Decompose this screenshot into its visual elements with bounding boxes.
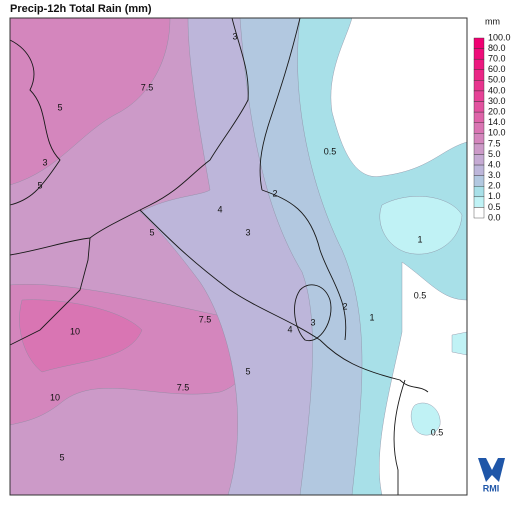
legend-swatch bbox=[473, 154, 485, 166]
contour-label: 2 bbox=[272, 188, 277, 198]
legend-swatch bbox=[473, 101, 485, 113]
legend-label: 100.0 bbox=[488, 32, 511, 42]
contour-label: 7.5 bbox=[177, 382, 190, 392]
legend-label: 1.0 bbox=[488, 191, 501, 201]
precip-region bbox=[410, 402, 441, 436]
legend-swatch bbox=[473, 207, 485, 219]
coastline bbox=[393, 379, 406, 495]
precip-region bbox=[451, 331, 468, 356]
map: 3 7.5 5 3 5 0.5 2 4 3 5 1 0.5 2 3 4 1 7.5 10 7.5 5 10 0.5 5 bbox=[9, 17, 468, 496]
legend-swatch bbox=[473, 122, 485, 134]
legend-swatch bbox=[473, 80, 485, 92]
legend-swatch bbox=[473, 133, 485, 145]
legend-label: 0.5 bbox=[488, 202, 501, 212]
legend-swatch bbox=[473, 58, 485, 70]
legend-swatch bbox=[473, 48, 485, 60]
legend-label: 40.0 bbox=[488, 85, 506, 95]
legend-label: 4.0 bbox=[488, 159, 501, 169]
legend-label: 10.0 bbox=[488, 128, 506, 138]
contour-label: 5 bbox=[245, 366, 250, 376]
legend-label: 20.0 bbox=[488, 106, 506, 116]
contour-label: 5 bbox=[149, 227, 154, 237]
legend-label: 50.0 bbox=[488, 75, 506, 85]
coastline bbox=[9, 39, 61, 206]
legend-label: 0.0 bbox=[488, 212, 501, 222]
precip-region bbox=[330, 17, 468, 177]
contour-label: 10 bbox=[50, 392, 60, 402]
contour-label: 1 bbox=[417, 234, 422, 244]
contour-label: 5 bbox=[59, 452, 64, 462]
legend-swatch bbox=[473, 143, 485, 155]
legend-swatch bbox=[473, 175, 485, 187]
legend-label: 3.0 bbox=[488, 170, 501, 180]
legend-swatch bbox=[473, 196, 485, 208]
contour-label: 3 bbox=[245, 227, 250, 237]
contour-label: 7.5 bbox=[141, 82, 154, 92]
contour-label: 2 bbox=[342, 301, 347, 311]
legend-swatch bbox=[473, 69, 485, 81]
title: Precip-12h Total Rain (mm) bbox=[10, 3, 152, 15]
legend-label: 5.0 bbox=[488, 149, 501, 159]
map-frame bbox=[9, 17, 468, 496]
logo-mark bbox=[478, 458, 505, 482]
precip-region bbox=[19, 299, 143, 373]
contour-label: 4 bbox=[287, 324, 292, 334]
coastline bbox=[9, 17, 249, 256]
contour-label: 0.5 bbox=[324, 146, 337, 156]
legend-swatch bbox=[473, 164, 485, 176]
legend-label: 70.0 bbox=[488, 54, 506, 64]
legend-label: 14.0 bbox=[488, 117, 506, 127]
precip-region bbox=[379, 196, 463, 255]
legend-swatch bbox=[473, 186, 485, 198]
legend-unit: mm bbox=[485, 16, 500, 26]
legend-swatch bbox=[473, 37, 485, 49]
contour-label: 0.5 bbox=[414, 290, 427, 300]
legend-label: 7.5 bbox=[488, 138, 501, 148]
contour-label: 0.5 bbox=[431, 427, 444, 437]
legend-label: 2.0 bbox=[488, 181, 501, 191]
contour-label: 5 bbox=[37, 180, 42, 190]
contour-label: 3 bbox=[232, 31, 237, 41]
coastline bbox=[261, 189, 347, 341]
contour-label: 4 bbox=[217, 204, 222, 214]
contour-label: 3 bbox=[42, 157, 47, 167]
legend-swatch bbox=[473, 111, 485, 123]
coastline bbox=[9, 237, 91, 346]
logo-text: RMI bbox=[483, 483, 500, 493]
contour-label: 7.5 bbox=[199, 314, 212, 324]
legend-label: 80.0 bbox=[488, 43, 506, 53]
contour-label: 10 bbox=[70, 326, 80, 336]
logo: RMI bbox=[478, 458, 505, 493]
legend-label: 60.0 bbox=[488, 64, 506, 74]
legend-label: 30.0 bbox=[488, 96, 506, 106]
contour-label: 5 bbox=[57, 102, 62, 112]
legend-swatch bbox=[473, 90, 485, 102]
coastline bbox=[259, 17, 301, 191]
coastline bbox=[294, 284, 332, 342]
contour-label: 1 bbox=[369, 312, 374, 322]
legend: 100.080.070.060.050.040.030.020.014.010.… bbox=[473, 32, 511, 222]
contour-label: 3 bbox=[310, 317, 315, 327]
